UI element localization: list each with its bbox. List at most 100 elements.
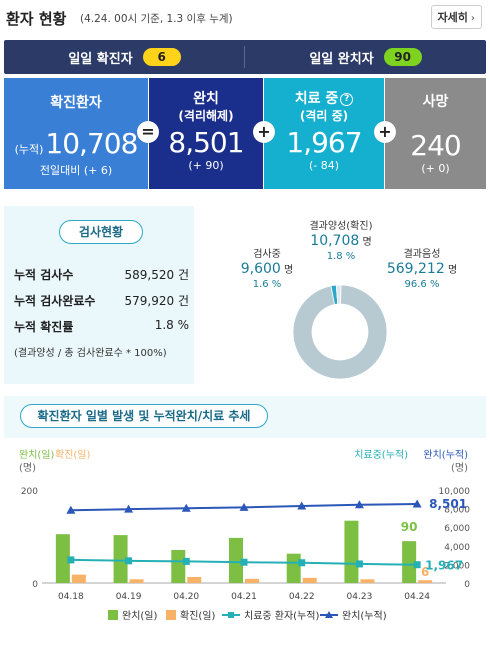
point-recovered-cum: [297, 501, 307, 510]
test-status-badge: 검사현황: [59, 220, 143, 244]
test-row-key: 누적 검사수: [14, 268, 74, 282]
test-row-value: 579,920 건: [124, 294, 189, 308]
left-axis-label-confirmed: 확진(일): [55, 449, 91, 461]
right-tick-label: 8,000: [444, 506, 470, 516]
confirmed-value: 10,708: [45, 127, 138, 160]
test-donut-panel: 결과양성(확진) 10,708 명 1.8 % 검사중 9,600 명 1.6 …: [194, 206, 486, 384]
annotation-recovered-cum: 8,501: [429, 497, 467, 511]
right-axis-unit: (명): [451, 462, 468, 474]
daily-confirmed-badge: 6: [142, 48, 181, 66]
right-tick-label: 10,000: [439, 487, 471, 497]
bar-confirmed-daily: [187, 576, 202, 583]
point-treating-cum: [240, 558, 248, 566]
point-recovered-cum: [239, 502, 249, 511]
treating-value: 1,967: [286, 126, 362, 159]
point-recovered-cum: [124, 504, 134, 513]
test-row-key: 누적 확진률: [14, 320, 74, 334]
point-treating-cum: [298, 559, 306, 567]
left-axis-unit: (명): [19, 462, 36, 474]
released-sublabel: (격리해제): [178, 109, 234, 123]
left-tick-label: 200: [21, 487, 38, 497]
bar-recovered-daily: [229, 537, 243, 583]
trend-title: 확진환자 일별 발생 및 누적완치/치료 추세: [20, 404, 268, 428]
donut-label-negative: 결과음성 569,212 명 96.6 %: [372, 248, 472, 292]
point-treating-cum: [182, 557, 190, 565]
plus-icon: +: [253, 121, 275, 143]
donut-slice-negative: [292, 284, 388, 380]
legend-label: 완치(누적): [342, 610, 387, 622]
confirmed-label: 확진환자: [50, 95, 102, 111]
help-icon[interactable]: ?: [340, 93, 354, 106]
x-tick-label: 04.18: [58, 592, 84, 602]
daily-divider: [244, 46, 245, 68]
bar-confirmed-daily: [129, 579, 144, 583]
right-axis-label-treating: 치료중(누적): [354, 449, 408, 461]
right-tick-label: 4,000: [444, 543, 470, 553]
test-donut-chart: [292, 284, 388, 380]
details-label: 자세히: [437, 11, 468, 24]
right-axis-label-recovered: 완치(누적): [423, 449, 468, 461]
bar-recovered-daily: [171, 549, 186, 583]
page-header: 환자 현황 (4.24. 00시 기준, 1.3 이후 누계) 자세히 ›: [0, 0, 490, 36]
right-tick-label: 6,000: [444, 524, 470, 534]
legend-swatch: [325, 611, 333, 618]
left-tick-label: 0: [32, 580, 38, 590]
positive-pct: 1.8 %: [326, 251, 356, 262]
point-recovered-cum: [354, 500, 364, 509]
released-label: 완치: [193, 91, 219, 107]
trend-chart-area: 완치(일) 확진(일) (명) 치료중(누적) 완치(누적) (명) 200 0 10,000 8…: [4, 438, 486, 647]
trend-panel: 확진환자 일별 발생 및 누적완치/치료 추세 완치(일) 확진(일) (명) 치료중…: [4, 396, 486, 647]
daily-recovered: 일일 완치자 90: [245, 40, 486, 74]
donut-label-positive: 결과양성(확진) 10,708 명 1.8 %: [286, 220, 396, 264]
annotation-recovered-daily: 90: [401, 520, 418, 534]
released-box: 완치 (격리해제) 8,501 (+ 90): [149, 78, 263, 189]
treating-sublabel: (격리 중): [299, 109, 349, 123]
x-tick-label: 04.20: [173, 592, 199, 602]
x-tick-label: 04.23: [347, 592, 373, 602]
daily-recovered-label: 일일 완치자: [309, 51, 374, 67]
positive-unit: 명: [362, 237, 372, 248]
equals-icon: =: [137, 121, 159, 143]
bar-recovered-daily: [402, 541, 417, 583]
bar-confirmed-daily: [302, 577, 317, 583]
details-button[interactable]: 자세히 ›: [430, 5, 482, 29]
test-row-key: 누적 검사완료수: [14, 294, 96, 308]
daily-recovered-badge: 90: [383, 48, 422, 66]
negative-pct: 96.6 %: [404, 279, 440, 290]
positive-value: 10,708: [310, 233, 360, 249]
legend-label: 치료중 환자(누적): [244, 610, 319, 622]
daily-summary-bar: 일일 확진자 6 일일 완치자 90: [4, 40, 486, 74]
annotation-treating-cum: 1,967: [425, 559, 463, 573]
bar-confirmed-daily: [360, 579, 375, 583]
donut-label-testing: 검사중 9,600 명 1.6 %: [232, 248, 302, 292]
bar-recovered-daily: [286, 553, 301, 583]
testing-unit: 명: [284, 265, 294, 276]
trend-chart: 완치(일) 확진(일)(명)치료중(누적) 완치(누적)(명)200010,0008…: [19, 449, 471, 622]
x-tick-label: 04.22: [289, 592, 315, 602]
confirmed-change: 전일대비 (+ 6): [39, 164, 113, 177]
negative-label: 결과음성: [403, 249, 441, 260]
deaths-label: 사망: [422, 94, 449, 110]
confirmed-box: 확진환자 (누적) 10,708 전일대비 (+ 6): [4, 78, 148, 189]
deaths-value: 240: [410, 129, 461, 162]
treating-label: 치료 중: [294, 91, 339, 107]
legend-label: 확진(일): [180, 610, 216, 622]
treating-box: 치료 중? (격리 중) 1,967 (- 84): [264, 78, 384, 189]
bar-confirmed-daily: [71, 574, 86, 583]
page-title: 환자 현황: [6, 10, 67, 28]
donut-slice-testing: [335, 284, 342, 305]
bar-confirmed-daily: [245, 578, 259, 583]
bar-recovered-daily: [55, 534, 70, 583]
confirmed-cum-label: (누적): [14, 143, 44, 156]
treating-change: (- 84): [308, 159, 340, 172]
point-treating-cum: [413, 561, 421, 569]
legend-swatch: [228, 612, 234, 618]
right-tick-label: 2,000: [444, 561, 470, 571]
test-rate-note: (결과양성 / 총 검사완료수 * 100%): [14, 348, 167, 359]
deaths-box: 사망 240 (+ 0): [385, 78, 486, 189]
deaths-change: (+ 0): [421, 162, 450, 175]
testing-pct: 1.6 %: [252, 279, 282, 290]
legend-label: 완치(일): [122, 610, 158, 622]
right-tick-label: 0: [464, 580, 470, 590]
point-recovered-cum: [181, 503, 191, 512]
